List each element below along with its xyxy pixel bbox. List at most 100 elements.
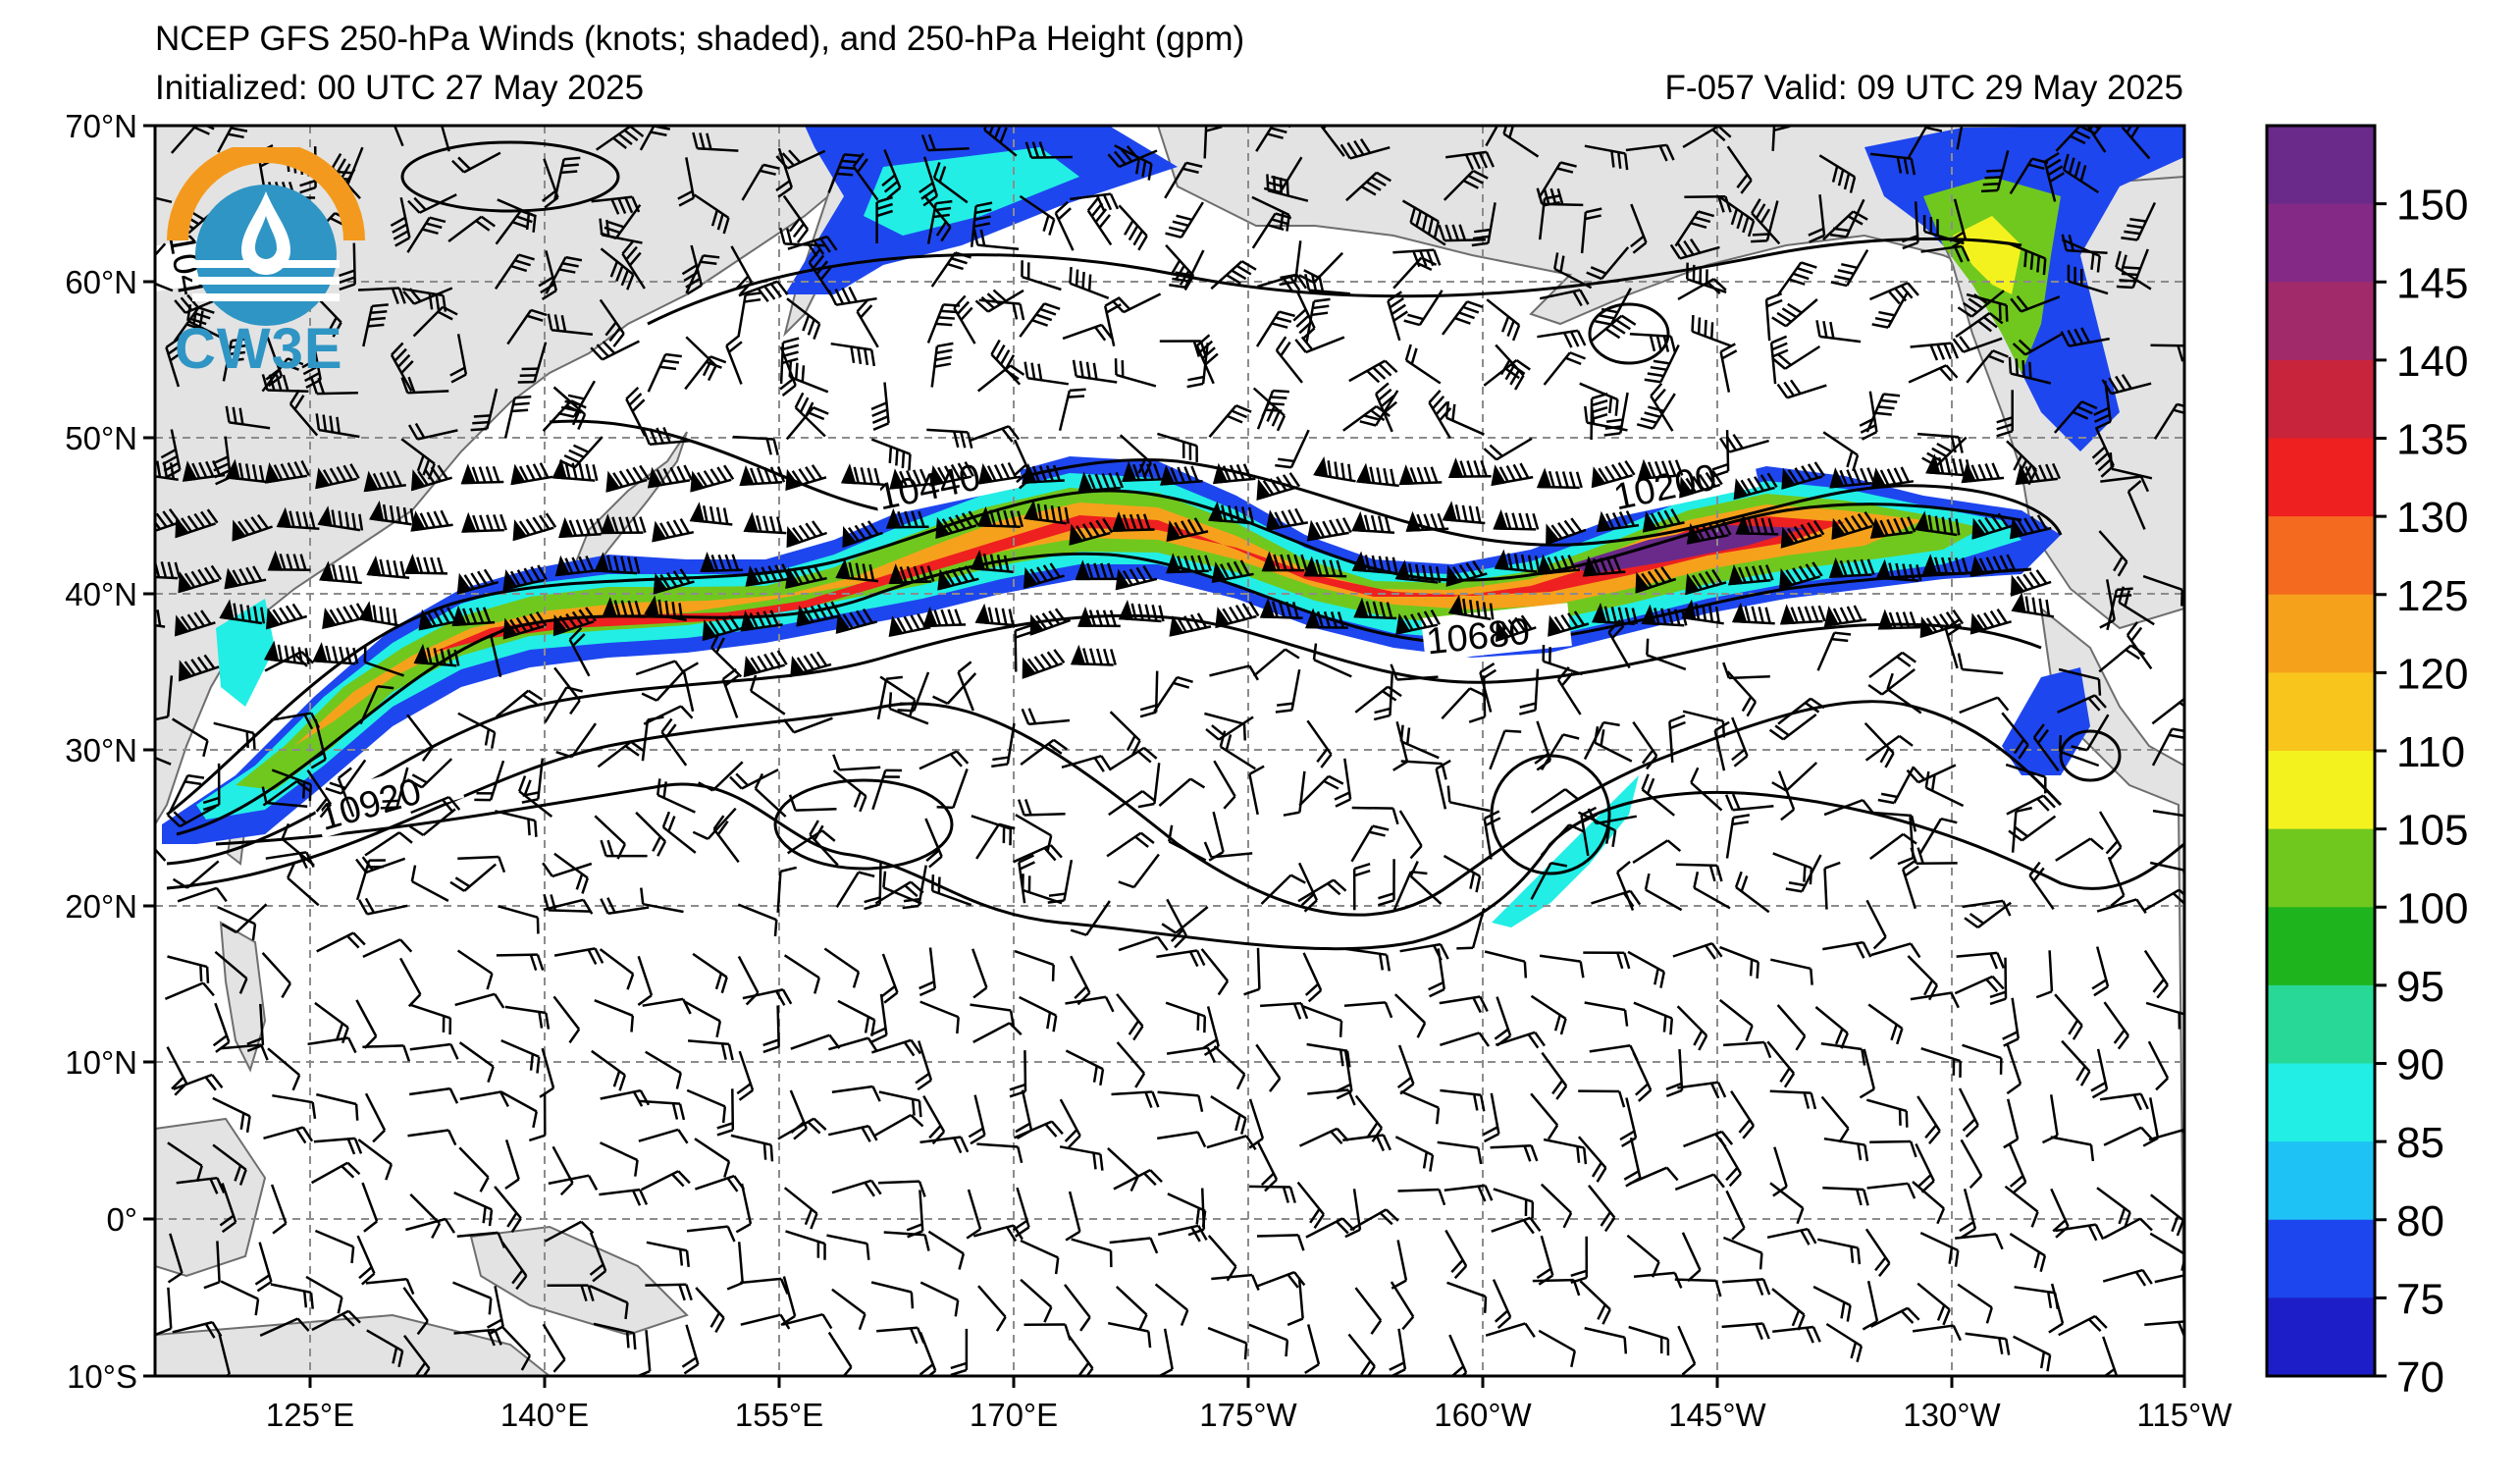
wind-barb xyxy=(173,1073,224,1091)
wind-barb xyxy=(1719,343,1738,393)
wind-barb xyxy=(1203,126,1223,159)
wind-barb xyxy=(1918,817,1958,855)
wind-barb xyxy=(1351,806,1399,825)
wind-barb xyxy=(787,829,836,855)
wind-barb xyxy=(2061,1039,2091,1086)
wind-barb xyxy=(2099,1092,2149,1111)
wind-barb xyxy=(1275,668,1301,714)
california-fragment xyxy=(2002,667,2090,775)
wind-barb xyxy=(1302,952,1323,1003)
wind-barb xyxy=(1921,554,1969,575)
wind-barb xyxy=(542,1323,566,1373)
wind-barb xyxy=(681,1324,700,1375)
wind-barb xyxy=(2101,374,2152,396)
wind-barb xyxy=(172,717,209,758)
wind-barb xyxy=(1674,1278,1722,1298)
wind-barb xyxy=(828,1036,879,1053)
wind-barb xyxy=(366,556,410,579)
wind-barb xyxy=(647,352,682,393)
wind-barb xyxy=(739,464,786,487)
lon-ticks xyxy=(308,1376,2186,1388)
colorbar-tick-label: 150 xyxy=(2396,182,2468,230)
wind-barb xyxy=(1672,941,1723,960)
wind-barb xyxy=(1115,1285,1148,1331)
wind-barb xyxy=(1438,224,1486,242)
wind-barb xyxy=(1627,950,1665,988)
wind-barb xyxy=(1628,1166,1679,1186)
wind-barb xyxy=(1020,1278,1053,1323)
wind-barb xyxy=(976,1142,1024,1164)
wind-barb xyxy=(543,898,594,915)
wind-barb xyxy=(364,831,413,857)
wind-barb xyxy=(777,1117,827,1140)
wind-barb xyxy=(1769,1182,1805,1225)
wind-barb xyxy=(499,1090,538,1129)
wind-barb xyxy=(1682,710,1726,738)
wind-barb xyxy=(1021,874,1063,905)
wind-barb xyxy=(2150,1193,2184,1237)
closed-low-siberia xyxy=(400,140,620,213)
wind-barb xyxy=(1580,207,1602,254)
wind-barb xyxy=(1168,824,1207,862)
jet-core-150kt xyxy=(1570,525,1806,574)
wind-barb xyxy=(186,304,226,341)
wind-barb xyxy=(1859,1048,1876,1099)
wind-barb xyxy=(495,810,538,837)
wind-barb xyxy=(1781,461,1825,490)
wind-barb xyxy=(407,193,457,214)
wind-barb xyxy=(1530,1092,1559,1140)
wind-barb xyxy=(743,650,788,678)
wind-barb xyxy=(687,1039,734,1061)
wind-barb xyxy=(642,426,691,447)
wind-barb xyxy=(1957,1283,1993,1324)
philippines xyxy=(219,921,267,1073)
wind-barb xyxy=(1441,687,1486,720)
wind-barb xyxy=(517,342,548,384)
wind-barb xyxy=(553,852,590,894)
wind-barb xyxy=(547,1284,595,1302)
wind-barb xyxy=(1636,393,1676,430)
wind-barb xyxy=(694,1138,731,1178)
wind-barb xyxy=(1165,201,1204,239)
wind-barb xyxy=(155,1287,173,1336)
wind-barb xyxy=(167,955,210,983)
wind-barb xyxy=(528,1093,547,1142)
wind-barb xyxy=(2152,809,2184,819)
wind-barb xyxy=(643,705,694,725)
wind-barb xyxy=(365,1277,415,1296)
wind-barb xyxy=(512,512,557,542)
wind-barb xyxy=(870,438,912,471)
wind-barb xyxy=(1769,335,1789,385)
wind-barb xyxy=(1530,862,1568,900)
wind-barb xyxy=(363,646,405,677)
wind-barb xyxy=(155,460,179,481)
wind-barb xyxy=(1212,462,1256,485)
colorbar-swatch xyxy=(2267,984,2375,1064)
wind-barb xyxy=(316,1092,359,1121)
wind-barb xyxy=(220,1280,260,1316)
wind-barb xyxy=(1901,859,1919,910)
wind-barb xyxy=(974,289,1024,313)
wind-barb xyxy=(1020,738,1069,767)
wind-barb xyxy=(474,760,505,802)
colorbar-tick-label: 110 xyxy=(2396,728,2465,776)
wind-barb xyxy=(170,126,215,154)
wind-barb xyxy=(1445,560,1488,587)
wind-barb xyxy=(1306,719,1333,768)
wind-barb xyxy=(1215,601,1260,629)
colorbar-tick-label: 105 xyxy=(2396,807,2468,855)
wind-barb xyxy=(558,516,604,539)
wind-barb xyxy=(2103,1001,2129,1050)
wind-barb xyxy=(1956,126,1967,150)
wind-barb xyxy=(776,866,797,913)
colorbar-swatch xyxy=(2267,907,2375,986)
contour-10560 xyxy=(166,489,2022,817)
wind-barb xyxy=(164,981,215,1000)
wind-barb xyxy=(957,661,974,712)
wind-barb xyxy=(310,377,358,396)
wind-barb xyxy=(460,463,504,485)
wind-barb xyxy=(1594,725,1633,763)
wind-barb xyxy=(685,254,720,294)
wind-barb xyxy=(413,643,460,667)
wind-barb xyxy=(1776,261,1817,297)
